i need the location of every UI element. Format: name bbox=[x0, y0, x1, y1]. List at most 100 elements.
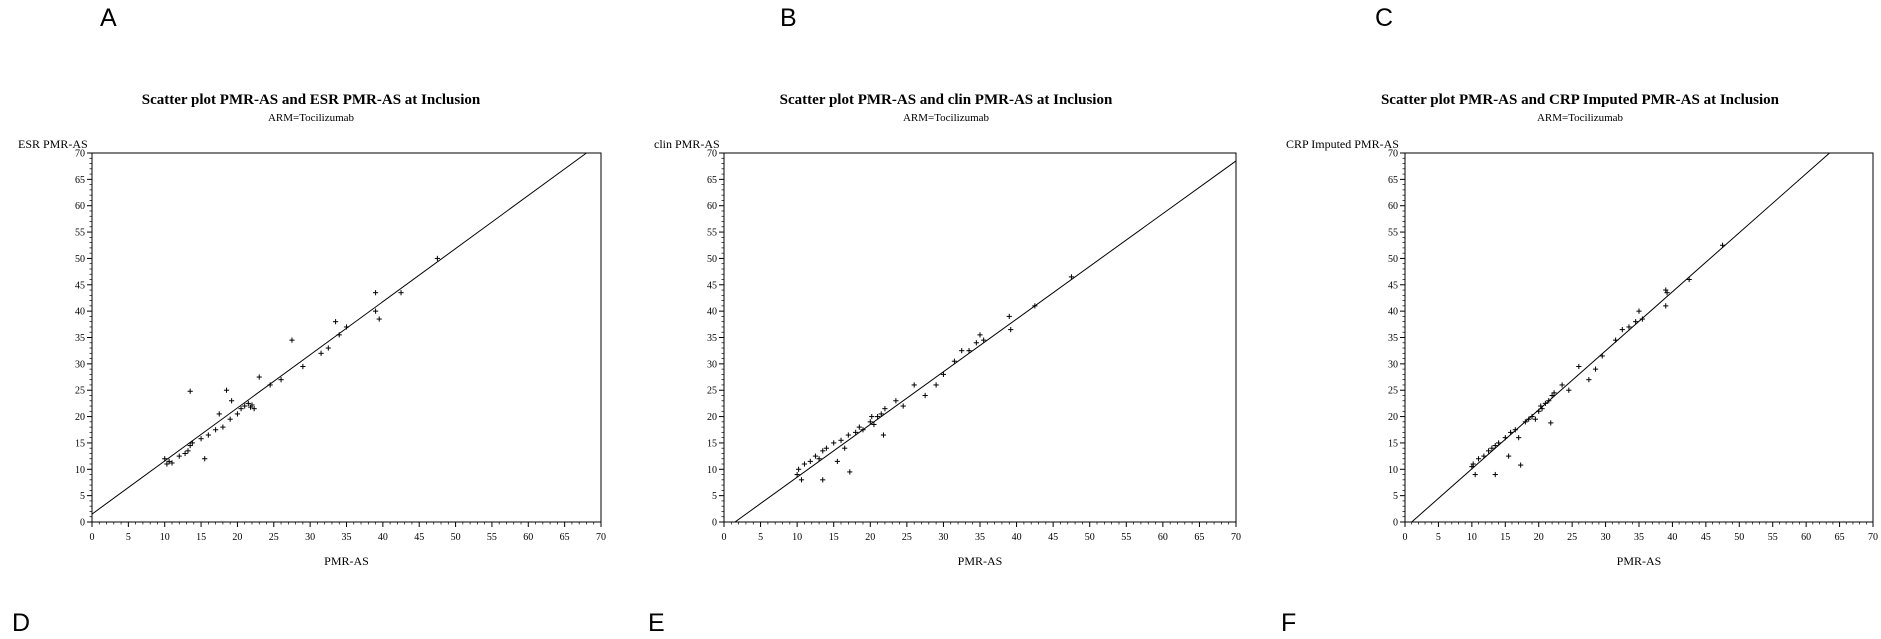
x-tick-label: 35 bbox=[975, 532, 985, 543]
chart-title: Scatter plot PMR-AS and clin PMR-AS at I… bbox=[780, 92, 1113, 108]
data-point bbox=[853, 429, 859, 435]
data-point bbox=[1485, 448, 1492, 454]
y-tick-label: 50 bbox=[707, 254, 717, 265]
data-point bbox=[951, 358, 957, 364]
data-point bbox=[834, 458, 840, 464]
data-point bbox=[1576, 363, 1582, 370]
data-point bbox=[398, 290, 404, 296]
x-tick-label: 60 bbox=[523, 532, 533, 543]
data-point bbox=[1502, 435, 1508, 441]
data-point bbox=[796, 466, 802, 472]
x-axis-label: PMR-AS bbox=[324, 554, 369, 568]
data-point bbox=[1489, 445, 1495, 451]
data-point bbox=[1639, 316, 1645, 322]
data-point bbox=[187, 388, 193, 394]
data-point bbox=[176, 453, 182, 459]
data-point bbox=[812, 453, 819, 459]
x-tick-label: 15 bbox=[1500, 532, 1510, 543]
x-tick-label: 70 bbox=[596, 532, 606, 543]
regression-line bbox=[1411, 152, 1830, 523]
scatter-chart-1: Scatter plot PMR-AS and ESR PMR-AS at In… bbox=[18, 92, 606, 568]
y-tick-label: 35 bbox=[1388, 333, 1398, 344]
x-tick-label: 40 bbox=[1012, 532, 1022, 543]
chart-title: Scatter plot PMR-AS and ESR PMR-AS at In… bbox=[142, 92, 481, 108]
data-point bbox=[376, 316, 382, 322]
panel-letter-a: A bbox=[100, 4, 117, 32]
scatter-chart-3: Scatter plot PMR-AS and CRP Imputed PMR-… bbox=[1286, 92, 1878, 568]
data-point bbox=[1512, 427, 1518, 433]
data-point bbox=[1549, 392, 1555, 399]
data-point bbox=[169, 460, 175, 466]
panel-letter-c: C bbox=[1375, 4, 1394, 32]
x-tick-label: 40 bbox=[378, 532, 388, 543]
data-point bbox=[1532, 416, 1538, 422]
data-point bbox=[1633, 319, 1639, 325]
panel-letter-d: D bbox=[12, 609, 31, 637]
data-point bbox=[875, 413, 881, 420]
x-tick-label: 60 bbox=[1801, 532, 1811, 543]
data-point bbox=[900, 403, 906, 409]
y-tick-label: 20 bbox=[707, 412, 717, 423]
x-tick-label: 15 bbox=[829, 532, 839, 543]
data-point bbox=[867, 419, 873, 425]
data-point bbox=[860, 427, 866, 433]
data-point bbox=[1664, 290, 1670, 296]
data-point bbox=[973, 340, 979, 346]
y-tick-label: 55 bbox=[707, 228, 717, 239]
data-point bbox=[1526, 416, 1532, 422]
x-tick-label: 20 bbox=[1534, 532, 1544, 543]
x-tick-label: 55 bbox=[487, 532, 497, 543]
y-tick-label: 15 bbox=[75, 438, 85, 449]
data-point bbox=[1496, 440, 1502, 446]
data-point bbox=[1686, 276, 1692, 283]
x-tick-label: 45 bbox=[414, 532, 424, 543]
data-point bbox=[227, 416, 233, 422]
data-point bbox=[847, 469, 853, 475]
data-point bbox=[1008, 326, 1014, 333]
data-point bbox=[234, 411, 241, 417]
data-point bbox=[1636, 308, 1642, 314]
y-tick-label: 70 bbox=[707, 149, 717, 160]
data-point bbox=[189, 440, 195, 446]
y-axis-label: ESR PMR-AS bbox=[18, 137, 88, 151]
data-point bbox=[1536, 408, 1542, 414]
y-tick-label: 45 bbox=[707, 280, 717, 291]
y-tick-label: 35 bbox=[707, 333, 717, 344]
data-point bbox=[807, 458, 813, 464]
y-tick-label: 40 bbox=[707, 307, 717, 318]
y-tick-label: 60 bbox=[707, 201, 717, 212]
data-point bbox=[318, 350, 324, 356]
data-point bbox=[1472, 471, 1478, 478]
x-tick-label: 65 bbox=[560, 532, 570, 543]
plot-frame bbox=[91, 152, 602, 523]
data-point bbox=[911, 382, 917, 388]
data-point bbox=[198, 436, 204, 442]
data-point bbox=[1619, 326, 1625, 333]
x-tick-label: 5 bbox=[758, 532, 763, 543]
data-point bbox=[223, 387, 230, 393]
y-axis-label: CRP Imputed PMR-AS bbox=[1286, 137, 1399, 151]
data-point bbox=[343, 324, 350, 330]
data-point bbox=[794, 471, 800, 478]
plot-frame bbox=[723, 152, 1237, 523]
chart-subtitle: ARM=Tocilizumab bbox=[1537, 112, 1624, 124]
y-tick-label: 50 bbox=[1388, 254, 1398, 265]
data-point bbox=[245, 400, 251, 406]
y-tick-label: 40 bbox=[1388, 307, 1398, 318]
data-point bbox=[182, 450, 188, 457]
panel-letter-f: F bbox=[1281, 609, 1297, 637]
data-point bbox=[278, 377, 284, 383]
data-point bbox=[966, 348, 972, 354]
data-point bbox=[1551, 390, 1557, 396]
data-point bbox=[1068, 274, 1075, 280]
data-point bbox=[842, 445, 848, 451]
data-point bbox=[1506, 453, 1512, 459]
data-point bbox=[1663, 287, 1669, 293]
data-point bbox=[816, 456, 822, 462]
data-point bbox=[256, 374, 262, 380]
x-tick-label: 55 bbox=[1121, 532, 1131, 543]
y-tick-label: 10 bbox=[75, 465, 85, 476]
data-point bbox=[869, 413, 875, 420]
data-point bbox=[1006, 313, 1012, 320]
chart-subtitle: ARM=Tocilizumab bbox=[903, 112, 990, 124]
